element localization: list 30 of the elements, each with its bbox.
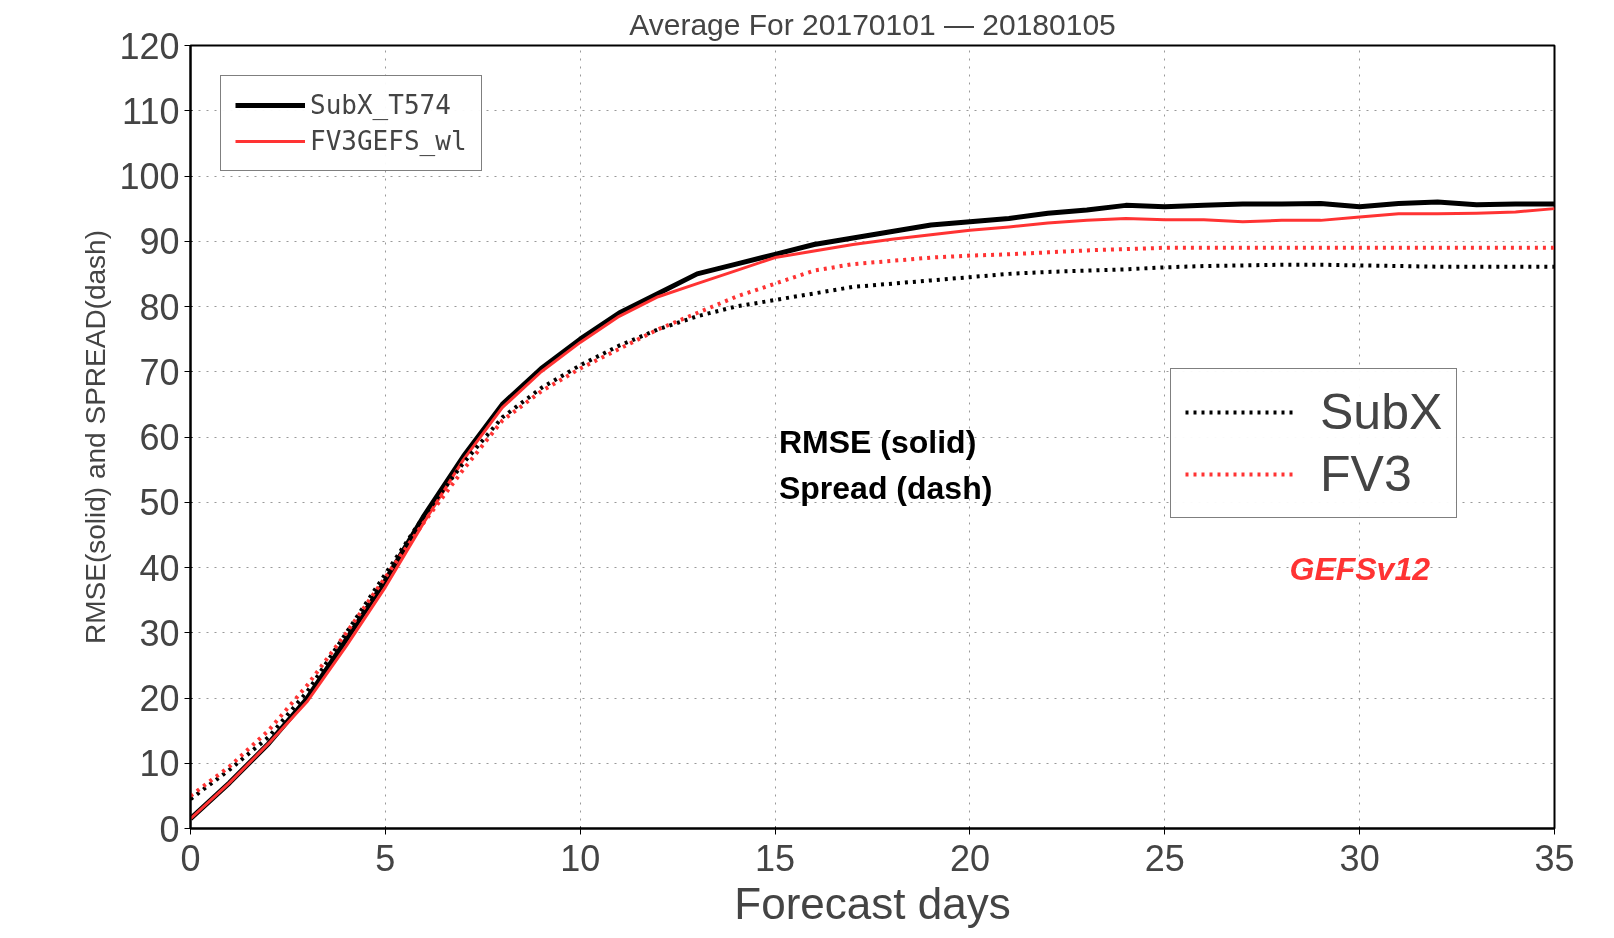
legend-label: FV3GEFS_wl bbox=[310, 126, 467, 156]
x-tick-label: 30 bbox=[1339, 837, 1380, 879]
legend-label: FV3 bbox=[1320, 445, 1412, 503]
y-tick-label: 20 bbox=[139, 678, 180, 719]
y-tick-label: 90 bbox=[139, 221, 180, 263]
x-tick-label: 25 bbox=[1144, 837, 1185, 879]
annotation: GEFSv12 bbox=[1289, 551, 1431, 588]
y-axis-title: RMSE(solid) and SPREAD(dash) bbox=[80, 230, 112, 644]
y-tick-label: 0 bbox=[159, 808, 180, 850]
y-tick-label: 120 bbox=[119, 25, 180, 67]
y-tick-label: 60 bbox=[139, 417, 180, 458]
y-tick-label: 100 bbox=[119, 156, 180, 197]
x-tick-label: 5 bbox=[375, 837, 396, 879]
y-tick-label: 40 bbox=[139, 547, 180, 589]
y-tick-label: 50 bbox=[139, 482, 180, 524]
legend-label: SubX_T574 bbox=[310, 90, 451, 120]
x-tick-label: 15 bbox=[755, 837, 796, 879]
y-tick-label: 10 bbox=[139, 743, 180, 785]
chart-title: Average For 20170101 — 20180105 bbox=[629, 7, 1116, 41]
x-tick-label: 10 bbox=[560, 837, 601, 879]
x-tick-label: 35 bbox=[1534, 837, 1575, 879]
annotation: Spread (dash) bbox=[778, 469, 993, 506]
x-tick-label: 20 bbox=[949, 837, 990, 879]
y-tick-label: 30 bbox=[139, 612, 180, 654]
y-tick-label: 110 bbox=[122, 90, 180, 132]
annotation: RMSE (solid) bbox=[778, 423, 977, 460]
y-tick-label: 80 bbox=[139, 286, 180, 328]
x-axis-title: Forecast days bbox=[734, 878, 1011, 928]
legend-label: SubX bbox=[1320, 383, 1443, 441]
y-tick-label: 70 bbox=[139, 351, 180, 393]
